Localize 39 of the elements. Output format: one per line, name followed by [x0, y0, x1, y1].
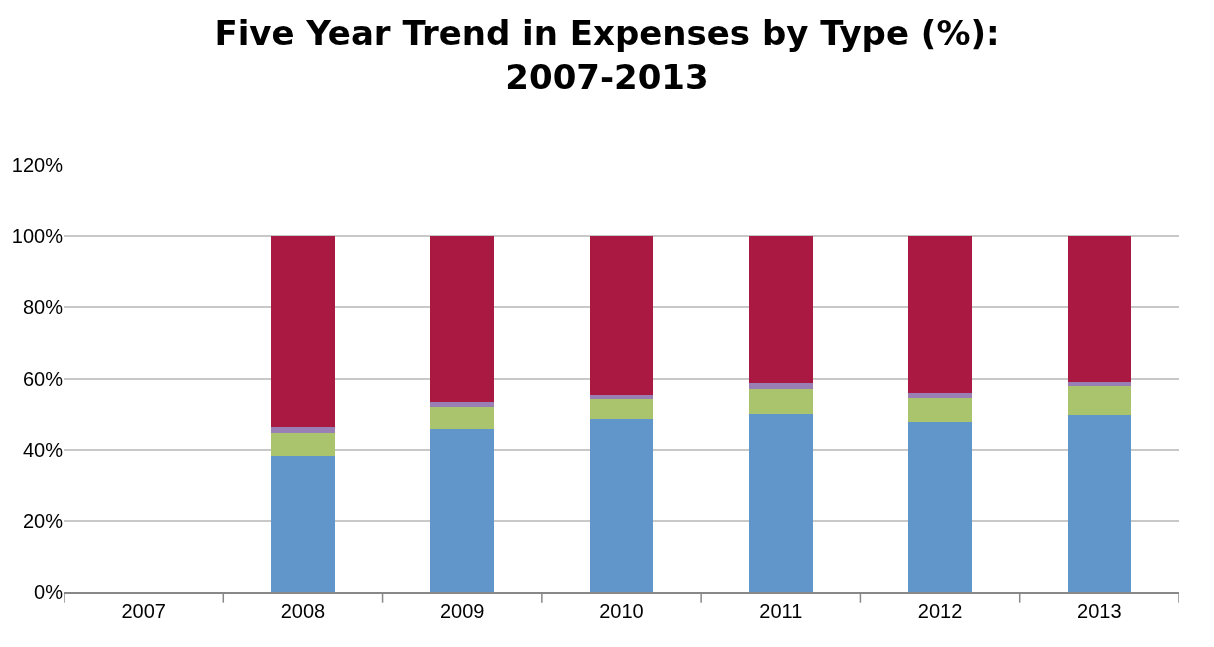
bar	[748, 388, 813, 414]
bar	[908, 421, 972, 592]
bar	[589, 419, 654, 592]
x-tick-label: 2012	[917, 599, 963, 622]
bar	[589, 398, 654, 420]
x-tick-label: 2011	[759, 599, 803, 622]
bar	[589, 394, 654, 399]
bar	[430, 406, 495, 430]
bar	[430, 402, 495, 407]
y-tick-label: 20%	[22, 509, 64, 532]
bar	[908, 393, 972, 398]
y-tick-label: 100%	[11, 225, 64, 248]
bar	[430, 236, 495, 403]
bar	[748, 413, 813, 592]
y-tick-label: 40%	[22, 438, 64, 461]
bar	[430, 429, 495, 592]
bar	[271, 236, 335, 427]
bar	[589, 236, 654, 395]
y-tick-label: 120%	[11, 154, 64, 176]
bar	[1067, 382, 1132, 387]
x-tick-label: 2010	[599, 599, 644, 622]
bar	[908, 397, 972, 422]
bar	[748, 236, 813, 384]
bar	[271, 456, 335, 592]
y-tick-label: 80%	[22, 296, 64, 319]
bar	[1067, 414, 1132, 592]
x-tick-label: 2007	[121, 599, 166, 622]
x-tick-label: 2009	[439, 599, 485, 622]
bar	[748, 383, 813, 389]
y-tick-label: 0%	[34, 581, 64, 603]
y-tick-label: 60%	[22, 367, 64, 390]
bar	[1067, 236, 1132, 383]
bar	[271, 426, 335, 433]
bar	[271, 432, 335, 457]
x-tick-label: 2008	[280, 599, 326, 622]
bar	[908, 236, 972, 394]
bar	[1067, 386, 1132, 415]
x-tick-label: 2013	[1077, 599, 1122, 622]
chart-title: Five Year Trend in Expenses by Type (%): 2007-2013	[214, 13, 1000, 98]
